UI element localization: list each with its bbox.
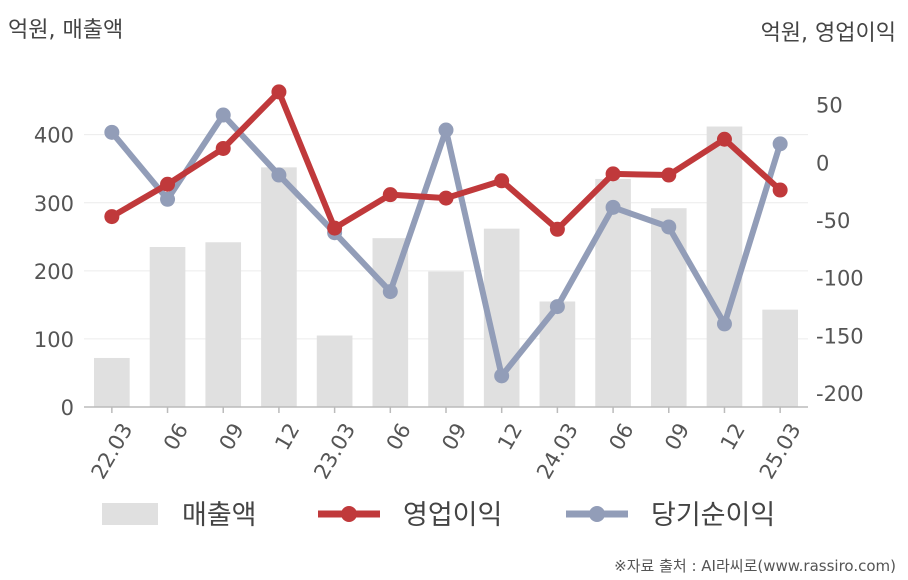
right-tick-label: -50: [816, 209, 850, 233]
left-tick-label: 400: [34, 124, 74, 148]
x-axis-tick-labels: 22.03 06 09 12 23.03 06 09 12 24.03 06 09 12 25.03: [86, 419, 805, 483]
left-tick-label: 100: [34, 328, 74, 352]
right-tick-label: 0: [816, 151, 829, 175]
legend-label-operating-profit: 영업이익: [403, 500, 502, 531]
operating-profit-point: [327, 220, 343, 236]
net-income-point: [160, 191, 176, 207]
legend-label-revenue: 매출액: [182, 500, 257, 531]
net-income-point: [438, 122, 454, 138]
x-tick-label: 09: [215, 419, 249, 454]
operating-profit-point: [271, 84, 287, 100]
x-tick-label: 22.03: [86, 419, 137, 483]
x-tick-label: 12: [270, 419, 304, 454]
revenue-bar: [261, 167, 297, 407]
right-tick-label: -100: [816, 267, 864, 291]
left-tick-label: 0: [61, 396, 74, 420]
revenue-bar: [650, 208, 687, 407]
net-income-point: [382, 284, 398, 300]
operating-profit-point: [716, 131, 732, 147]
x-tick-label: 23.03: [309, 419, 360, 483]
net-income-point: [104, 124, 120, 140]
operating-profit-point: [160, 176, 176, 192]
revenue-bar: [94, 357, 130, 407]
operating-profit-point: [605, 166, 621, 182]
revenue-bar: [539, 301, 576, 407]
net-income-point: [661, 219, 677, 235]
revenue-bar: [316, 335, 353, 407]
operating-profit-point: [104, 209, 120, 225]
net-income-point: [716, 316, 732, 332]
revenue-bar: [595, 178, 631, 407]
net-income-point: [215, 107, 231, 123]
net-income-point: [605, 199, 621, 215]
right-tick-label: -150: [816, 324, 864, 348]
revenue-bar: [149, 247, 186, 407]
source-note: ※자료 출처 : AI라씨로(www.rassiro.com): [614, 557, 896, 575]
operating-profit-point: [661, 167, 677, 183]
operating-profit-point: [438, 190, 454, 206]
net-income-point: [494, 368, 510, 384]
revenue-bar: [428, 271, 464, 407]
right-tick-label: 50: [816, 94, 843, 118]
legend-swatch-operating-profit-marker: [341, 506, 357, 522]
left-tick-label: 200: [34, 260, 74, 284]
net-income-point: [549, 299, 565, 315]
x-tick-label: 12: [716, 419, 750, 454]
operating-profit-point: [382, 187, 398, 203]
right-axis-tick-labels: 50 0 -50 -100 -150 -200: [816, 94, 864, 407]
x-tick-label: 25.03: [755, 419, 806, 483]
left-axis-unit-label: 억원, 매출액: [8, 18, 123, 43]
revenue-bars: [94, 126, 798, 407]
x-tick-label: 24.03: [532, 419, 583, 483]
revenue-bar: [205, 242, 242, 407]
operating-profit-point: [494, 173, 510, 189]
revenue-bar: [706, 126, 743, 407]
revenue-bar: [762, 309, 798, 407]
operating-profit-point: [772, 182, 788, 198]
x-tick-label: 09: [437, 419, 471, 454]
x-tick-label: 06: [604, 419, 638, 454]
net-income-point: [271, 167, 287, 183]
line-series: [104, 84, 788, 384]
x-tick-label: 06: [382, 419, 416, 454]
net-income-point: [772, 136, 788, 152]
legend-label-net-income: 당기순이익: [651, 500, 775, 531]
left-axis-tick-labels: 0 100 200 300 400: [34, 124, 74, 420]
x-tick-label: 06: [159, 419, 193, 454]
right-axis-unit-label: 억원, 영업이익: [761, 21, 896, 46]
operating-profit-point: [215, 140, 231, 156]
x-tick-label: 12: [493, 419, 527, 454]
left-tick-label: 300: [34, 192, 74, 216]
x-tick-label: 09: [660, 419, 694, 454]
legend-swatch-net-income-marker: [589, 506, 605, 522]
right-tick-label: -200: [816, 382, 864, 406]
operating-profit-point: [549, 221, 565, 237]
x-tick-marks: [111, 407, 781, 413]
legend: 매출액 영업이익 당기순이익: [102, 500, 775, 531]
legend-swatch-revenue: [102, 503, 158, 525]
